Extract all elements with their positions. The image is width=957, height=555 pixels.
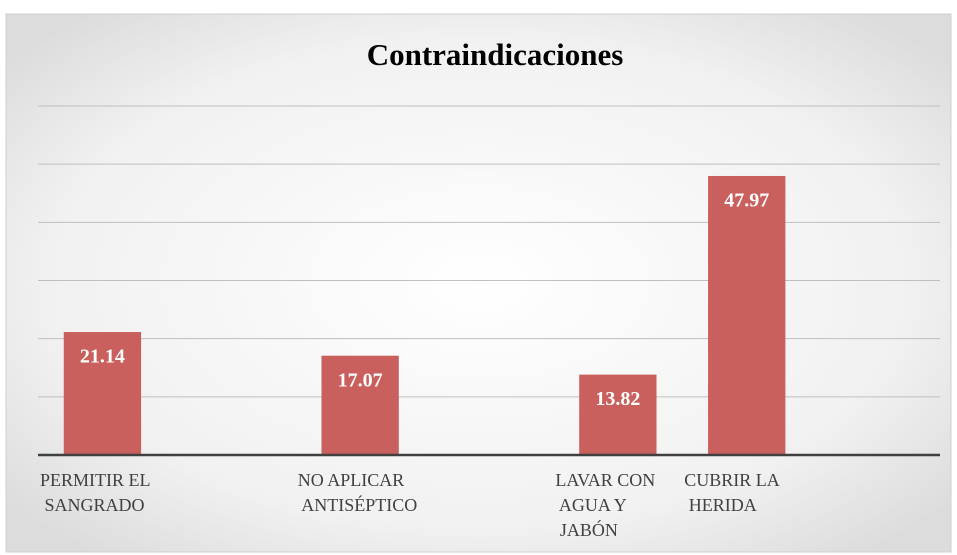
chart-background	[5, 13, 952, 553]
data-label: 17.07	[338, 369, 383, 391]
data-label: 47.97	[724, 190, 769, 212]
bar	[63, 332, 142, 455]
x-tick-label: NO APLICAR ANTISÉPTICO	[298, 470, 418, 515]
x-tick-label: LAVAR CON AGUA Y JABÓN	[555, 470, 655, 540]
bar	[708, 175, 786, 456]
data-label: 21.14	[80, 346, 125, 368]
bar	[321, 355, 399, 455]
bar	[579, 374, 657, 455]
x-tick-label: CUBRIR LA HERIDA	[684, 470, 780, 515]
chart-title: Contraindicaciones	[367, 37, 624, 72]
data-label: 13.82	[595, 388, 640, 410]
x-tick-label: PERMITIR EL SANGRADO	[40, 470, 151, 515]
